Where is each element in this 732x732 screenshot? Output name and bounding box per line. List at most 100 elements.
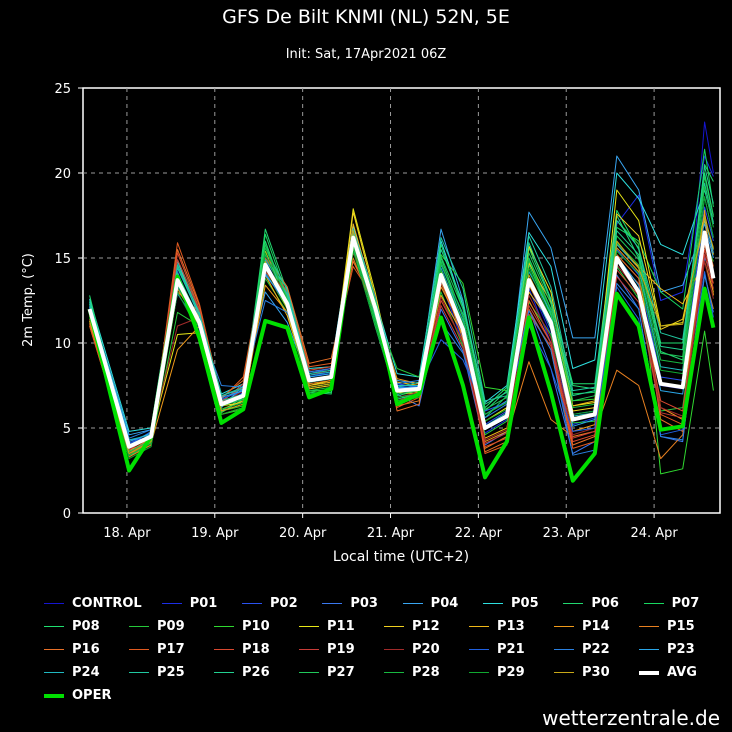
legend-swatch [639,649,659,650]
legend-swatch [299,626,319,627]
legend-label: P04 [430,596,459,611]
legend-swatch [44,603,64,604]
legend-item-p28: P28 [384,661,469,684]
legend-swatch [554,672,574,673]
x-tick-label: 20. Apr [279,526,327,541]
legend-row: P08 P09 P10 P11 P12 P13 P14 P15 [44,615,724,638]
legend-swatch [214,672,234,673]
series-line-oper [87,235,716,483]
legend-label: CONTROL [72,596,142,611]
legend-label: P02 [270,596,298,611]
legend-label: P01 [189,596,218,611]
legend-item-p03: P03 [322,592,402,615]
legend-swatch [469,626,489,627]
legend-item-p02: P02 [242,592,322,615]
legend-item-p29: P29 [469,661,554,684]
legend-swatch [129,626,149,627]
legend-label: P16 [72,642,100,657]
legend-item-p09: P09 [129,615,214,638]
x-tick-label: 22. Apr [455,526,503,541]
legend-swatch [299,649,319,650]
legend-swatch [563,603,584,604]
legend-swatch [483,603,503,604]
series-lines [87,121,716,483]
legend-item-p18: P18 [214,638,299,661]
site-credit: wetterzentrale.de [542,706,720,730]
legend-label: P29 [497,665,525,680]
legend-label: P22 [582,642,610,657]
legend-label: P24 [72,665,100,680]
chart-title: GFS De Bilt KNMI (NL) 52N, 5E [222,6,510,28]
legend-label: P10 [242,619,270,634]
legend-label: P03 [350,596,378,611]
series-line-avg [87,230,716,449]
legend-label: P23 [667,642,695,657]
chart-canvas: 0 5 10 15 20 25 18. Apr 19. Apr 20. Apr 21. Apr 2… [21,82,721,565]
legend-label: P06 [591,596,619,611]
legend-label: P30 [582,665,610,680]
legend-swatch [242,603,263,604]
legend-swatch [639,670,659,675]
legend-label: P14 [582,619,610,634]
x-tick-label: 18. Apr [103,526,151,541]
legend-label: P05 [511,596,539,611]
legend-label: P13 [497,619,525,634]
legend-item-p20: P20 [384,638,469,661]
legend-label: P11 [327,619,355,634]
y-tick-label: 15 [54,252,71,267]
legend-swatch [44,649,64,650]
x-axis-label: Local time (UTC+2) [333,549,469,565]
y-tick-label: 20 [54,167,71,182]
legend-item-p16: P16 [44,638,129,661]
y-tick-label: 10 [54,337,71,352]
y-tick-label: 0 [63,507,71,522]
legend-label: P17 [157,642,185,657]
legend-swatch [214,649,234,650]
legend-swatch [129,649,149,650]
legend-label: AVG [667,665,697,680]
legend: CONTROL P01 P02 P03 P04 P05 P06 P07 P08 P09 P10 P11… [44,592,724,707]
y-tick-label: 5 [63,422,71,437]
legend-swatch [554,649,574,650]
legend-item-p26: P26 [214,661,299,684]
legend-item-p12: P12 [384,615,469,638]
legend-swatch [44,626,64,627]
legend-item-p21: P21 [469,638,554,661]
legend-label: P28 [412,665,440,680]
legend-label: P07 [671,596,700,611]
legend-swatch [554,626,574,627]
x-tick-label: 19. Apr [191,526,239,541]
legend-label: P27 [327,665,355,680]
legend-swatch [384,672,404,673]
y-axis: 0 5 10 15 20 25 [54,82,83,522]
legend-item-p01: P01 [161,592,242,615]
legend-swatch [214,626,234,627]
legend-row: P16 P17 P18 P19 P20 P21 P22 P23 [44,638,724,661]
x-axis: 18. Apr 19. Apr 20. Apr 21. Apr 22. Apr 23. A… [103,513,678,541]
x-tick-label: 23. Apr [543,526,591,541]
legend-swatch [384,649,404,650]
legend-label: P19 [327,642,355,657]
legend-item-p17: P17 [129,638,214,661]
legend-swatch [643,603,664,604]
legend-label: P25 [157,665,185,680]
x-tick-label: 24. Apr [630,526,678,541]
legend-item-p08: P08 [44,615,129,638]
y-tick-label: 25 [54,82,71,97]
legend-label: P09 [157,619,185,634]
legend-swatch [402,603,423,604]
legend-item-p24: P24 [44,661,129,684]
legend-item-p05: P05 [483,592,563,615]
y-axis-label: 2m Temp. (°C) [21,253,36,347]
legend-swatch [639,626,659,627]
legend-item-p04: P04 [402,592,483,615]
legend-label: P12 [412,619,440,634]
legend-row: CONTROL P01 P02 P03 P04 P05 P06 P07 [44,592,724,615]
legend-label: P18 [242,642,270,657]
legend-swatch [129,672,149,673]
legend-item-oper: OPER [44,684,130,707]
legend-row: OPER [44,684,724,707]
legend-label: P26 [242,665,270,680]
legend-swatch [469,672,489,673]
legend-item-p06: P06 [563,592,643,615]
